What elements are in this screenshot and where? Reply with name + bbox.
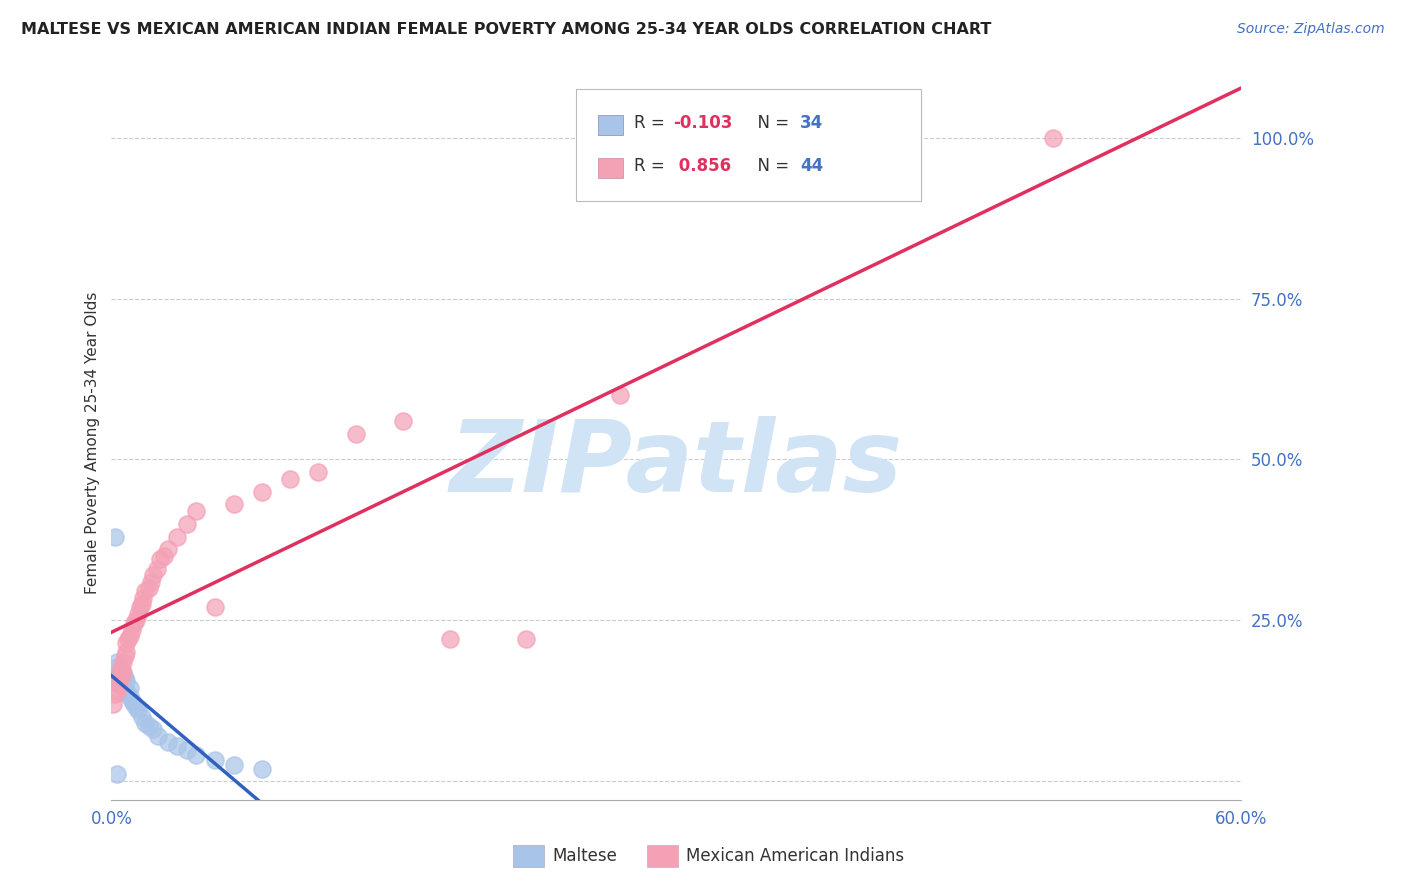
Text: Mexican American Indians: Mexican American Indians <box>686 847 904 865</box>
Point <box>127 607 149 621</box>
Point <box>145 562 167 576</box>
Point <box>105 655 128 669</box>
Point <box>176 516 198 531</box>
Point <box>1042 130 1064 145</box>
Point <box>308 465 330 479</box>
Text: MALTESE VS MEXICAN AMERICAN INDIAN FEMALE POVERTY AMONG 25-34 YEAR OLDS CORRELAT: MALTESE VS MEXICAN AMERICAN INDIAN FEMAL… <box>21 22 991 37</box>
Point <box>204 753 226 767</box>
Text: N =: N = <box>747 157 794 175</box>
Point <box>134 584 156 599</box>
Point <box>139 574 162 589</box>
Point <box>132 591 155 605</box>
Point <box>138 719 160 733</box>
Point <box>115 645 138 659</box>
Point <box>104 661 127 675</box>
Point <box>222 497 245 511</box>
Point <box>110 661 132 675</box>
Point <box>114 648 136 663</box>
Point <box>222 757 245 772</box>
Text: -0.103: -0.103 <box>673 114 733 132</box>
Point <box>111 665 134 679</box>
Point <box>108 671 131 685</box>
Point <box>250 484 273 499</box>
Point <box>125 700 148 714</box>
Point <box>134 716 156 731</box>
Text: Maltese: Maltese <box>553 847 617 865</box>
Point <box>131 597 153 611</box>
Point <box>142 723 165 737</box>
Point <box>131 709 153 723</box>
Point <box>105 684 128 698</box>
Point <box>108 677 131 691</box>
Point <box>115 684 138 698</box>
Point <box>166 530 188 544</box>
Text: 34: 34 <box>800 114 824 132</box>
Point <box>125 613 148 627</box>
Point <box>104 687 127 701</box>
Point <box>121 693 143 707</box>
Point <box>114 671 136 685</box>
Point <box>148 729 170 743</box>
Point <box>176 743 198 757</box>
Point <box>156 542 179 557</box>
Point <box>127 703 149 717</box>
Point <box>122 616 145 631</box>
Point <box>121 623 143 637</box>
Point <box>117 687 139 701</box>
Point <box>120 629 142 643</box>
Point <box>110 671 132 685</box>
Point <box>344 426 367 441</box>
Point <box>142 568 165 582</box>
Point <box>117 632 139 647</box>
Point <box>105 674 128 689</box>
Point <box>103 697 125 711</box>
Point <box>278 472 301 486</box>
Text: 0.856: 0.856 <box>673 157 731 175</box>
Point <box>115 635 138 649</box>
Point <box>204 600 226 615</box>
Point <box>108 665 131 679</box>
Text: R =: R = <box>634 157 671 175</box>
Y-axis label: Female Poverty Among 25-34 Year Olds: Female Poverty Among 25-34 Year Olds <box>86 292 100 594</box>
Point <box>166 739 188 753</box>
Point <box>111 655 134 669</box>
Point <box>105 767 128 781</box>
Point <box>115 674 138 689</box>
Point <box>439 632 461 647</box>
Point <box>111 677 134 691</box>
Point <box>609 388 631 402</box>
Point <box>149 552 172 566</box>
Point <box>120 681 142 695</box>
Point <box>122 697 145 711</box>
Point <box>108 668 131 682</box>
Text: Source: ZipAtlas.com: Source: ZipAtlas.com <box>1237 22 1385 37</box>
Text: 44: 44 <box>800 157 824 175</box>
Point <box>515 632 537 647</box>
Text: ZIPatlas: ZIPatlas <box>450 417 903 513</box>
Point <box>114 681 136 695</box>
Point <box>111 668 134 682</box>
Point <box>138 581 160 595</box>
Point <box>120 690 142 705</box>
Text: N =: N = <box>747 114 794 132</box>
Point <box>184 748 207 763</box>
Point <box>128 600 150 615</box>
Text: R =: R = <box>634 114 671 132</box>
Point <box>156 735 179 749</box>
Point <box>110 665 132 679</box>
Point <box>392 414 415 428</box>
Point <box>110 674 132 689</box>
Point <box>250 762 273 776</box>
Point <box>153 549 176 563</box>
Point <box>184 504 207 518</box>
Point <box>105 668 128 682</box>
Point <box>104 530 127 544</box>
